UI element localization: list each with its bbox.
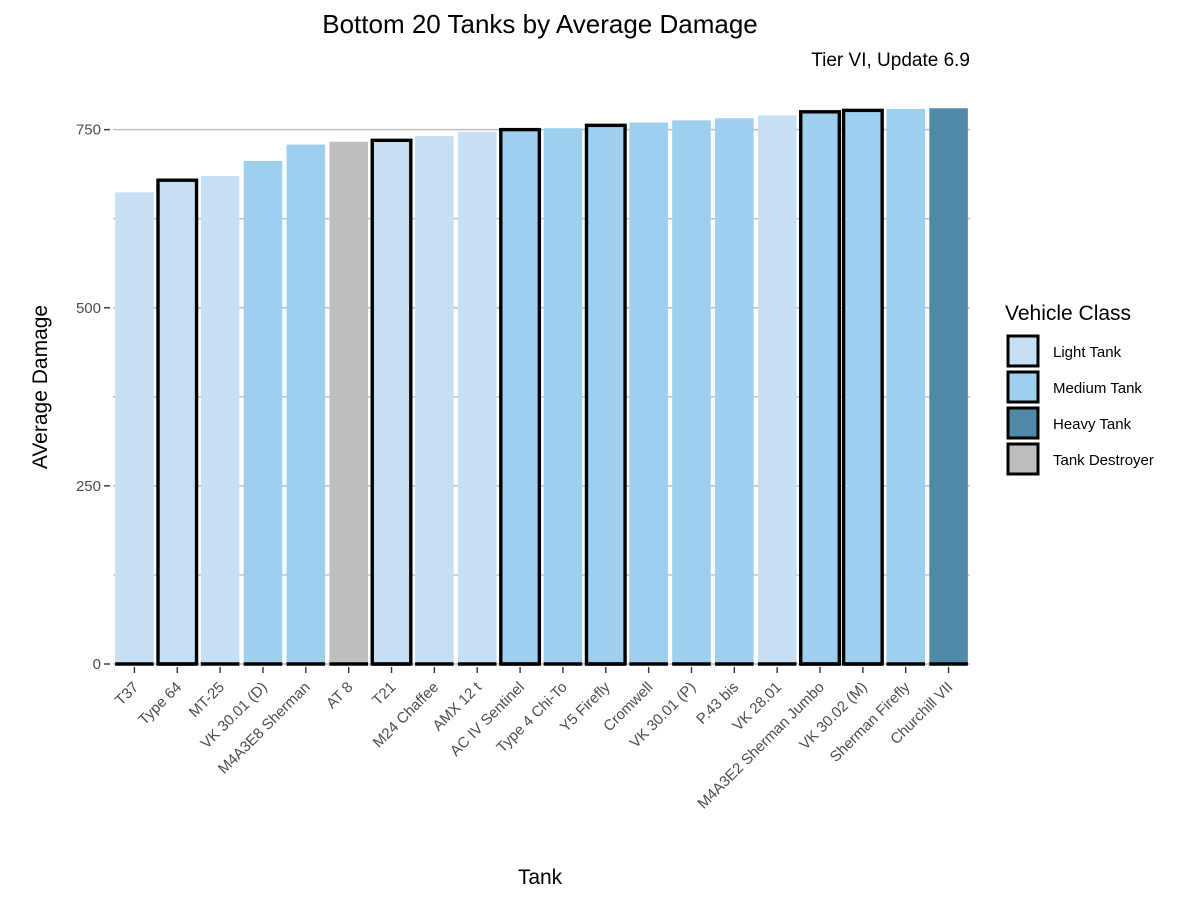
x-tick-label: Type 64 [135,679,185,729]
bars [115,108,968,666]
bar-p-43-bis [715,118,754,665]
legend-label-heavy-tank: Heavy Tank [1053,416,1132,433]
bar-vk-30-02-m [841,108,884,666]
x-tick-label: T21 [369,679,399,709]
bar-vk-30-01-d [243,160,283,664]
bar-at-8 [329,141,368,665]
bar-type-4-chi-to [543,128,583,664]
x-axis-title: Tank [518,866,563,889]
legend-swatch-light-tank [1006,334,1040,368]
bar-churchill-vii [929,108,968,664]
bar-type-64 [156,178,199,666]
legend-label-light-tank: Light Tank [1053,344,1122,361]
legend-label-tank-destroyer: Tank Destroyer [1053,452,1154,469]
bar-t37 [115,192,154,664]
bar-cromwell [629,122,668,664]
chart-subtitle: Tier VI, Update 6.9 [811,50,970,71]
legend-swatch-medium-tank [1006,370,1040,404]
bar-m4a3e2-sherman-jumbo [799,110,842,666]
bar-m24-chaffee [415,136,454,665]
bar-vk-28-01 [757,115,797,664]
bar-sherman-firefly [886,108,926,664]
y-tick-label: 750 [76,122,101,139]
legend-swatch-tank-destroyer [1006,442,1040,476]
bar-m4a3e8-sherman [286,144,326,664]
legend-swatch-heavy-tank [1006,406,1040,440]
y-axis-title: AVerage Damage [29,305,52,469]
bar-amx-12-t [457,131,497,664]
y-tick-label: 250 [76,478,101,495]
x-tick-label: AT 8 [323,679,356,712]
bar-y5-firefly [584,123,627,666]
y-axis-ticks: 0 250 500 750 [76,122,110,673]
legend-title: Vehicle Class [1005,302,1131,325]
x-tick-label: AC IV Sentinel [447,679,528,760]
bar-t21 [370,138,413,666]
x-tick-label: T37 [112,679,142,709]
legend: Vehicle Class Light Tank Medium Tank Heavy… [1005,302,1154,476]
bar-mt-25 [200,175,240,664]
chart-title: Bottom 20 Tanks by Average Damage [322,9,758,39]
legend-label-medium-tank: Medium Tank [1053,380,1142,397]
bar-vk-30-01-p [672,120,711,665]
y-tick-label: 0 [93,656,101,673]
y-tick-label: 500 [76,300,101,317]
gridlines [113,128,970,665]
bar-ac-iv-sentinel [499,127,542,666]
